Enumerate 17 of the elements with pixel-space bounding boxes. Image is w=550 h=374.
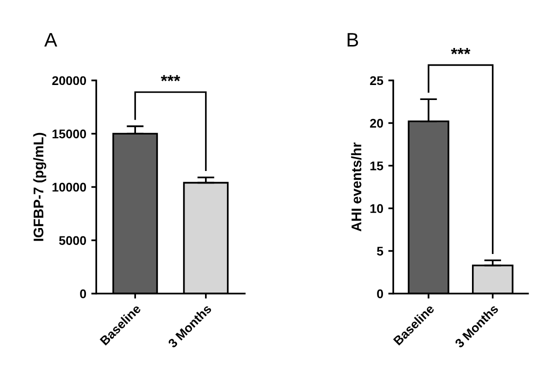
text: ***: [450, 48, 470, 54]
y-tick-label: 15000: [52, 130, 86, 138]
y-tick-label: 0: [80, 289, 86, 298]
y-tick-label: 25: [370, 76, 384, 86]
y-tick-label: 5: [376, 246, 384, 256]
y-tick-label: 10: [370, 204, 384, 213]
y-tick-label: 20: [370, 118, 384, 128]
y-tick-label: 10000: [52, 182, 86, 192]
annotation: ***: [160, 75, 180, 82]
y-tick-label: 15: [370, 162, 384, 170]
chart-title: A: [44, 33, 58, 46]
y-tick-label: 5000: [59, 236, 86, 245]
chart-title: B: [348, 33, 358, 46]
y-tick-label: 20000: [52, 76, 86, 86]
y-tick-label: 0: [377, 289, 384, 298]
y-axis-title: AHI events/hr: [351, 142, 362, 232]
y-axis-title: IGFBP-7 (pg/mL): [33, 132, 46, 241]
